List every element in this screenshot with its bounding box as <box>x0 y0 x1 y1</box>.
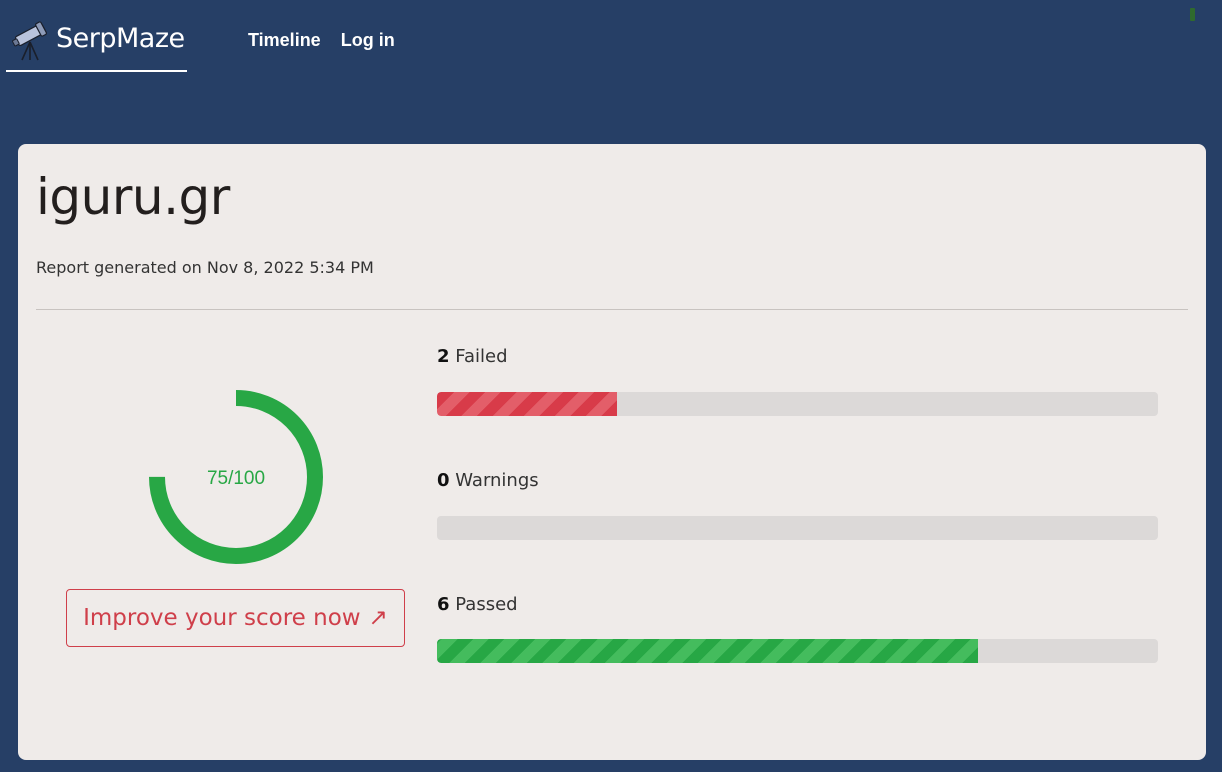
report-card: iguru.gr Report generated on Nov 8, 2022… <box>18 144 1206 760</box>
passed-count: 6 <box>437 594 450 615</box>
score-value: 75/100 <box>207 468 265 489</box>
failed-progress-bar <box>437 392 1158 416</box>
divider <box>36 309 1188 310</box>
nav-login-link[interactable]: Log in <box>340 30 395 50</box>
top-navbar: SerpMaze Timeline Log in <box>0 0 1222 100</box>
nav-timeline-link[interactable]: Timeline <box>248 30 321 50</box>
passed-stat-label: 6 Passed <box>437 594 518 615</box>
warnings-stat-label: 0 Warnings <box>437 470 539 491</box>
report-generated-date: Report generated on Nov 8, 2022 5:34 PM <box>36 258 374 277</box>
passed-progress-fill <box>437 639 978 663</box>
warnings-count: 0 <box>437 470 450 491</box>
score-gauge-arc <box>149 390 323 564</box>
failed-label: Failed <box>455 346 508 367</box>
passed-progress-bar <box>437 639 1158 663</box>
improve-score-label: Improve your score now <box>83 605 361 631</box>
warnings-progress-bar <box>437 516 1158 540</box>
main-nav: Timeline Log in <box>248 30 395 51</box>
brand-logo-link[interactable]: SerpMaze <box>6 10 187 72</box>
arrow-up-right-icon: ↗ <box>368 605 388 631</box>
failed-count: 2 <box>437 346 450 367</box>
improve-score-button[interactable]: Improve your score now ↗ <box>66 589 405 647</box>
telescope-icon <box>12 21 48 61</box>
score-gauge: 75/100 <box>149 390 323 564</box>
passed-label: Passed <box>455 594 518 615</box>
brand-name: SerpMaze <box>56 22 185 54</box>
failed-progress-fill <box>437 392 618 416</box>
corner-marker <box>1190 8 1195 21</box>
failed-stat-label: 2 Failed <box>437 346 508 367</box>
site-title: iguru.gr <box>36 168 230 226</box>
warnings-label: Warnings <box>455 470 539 491</box>
